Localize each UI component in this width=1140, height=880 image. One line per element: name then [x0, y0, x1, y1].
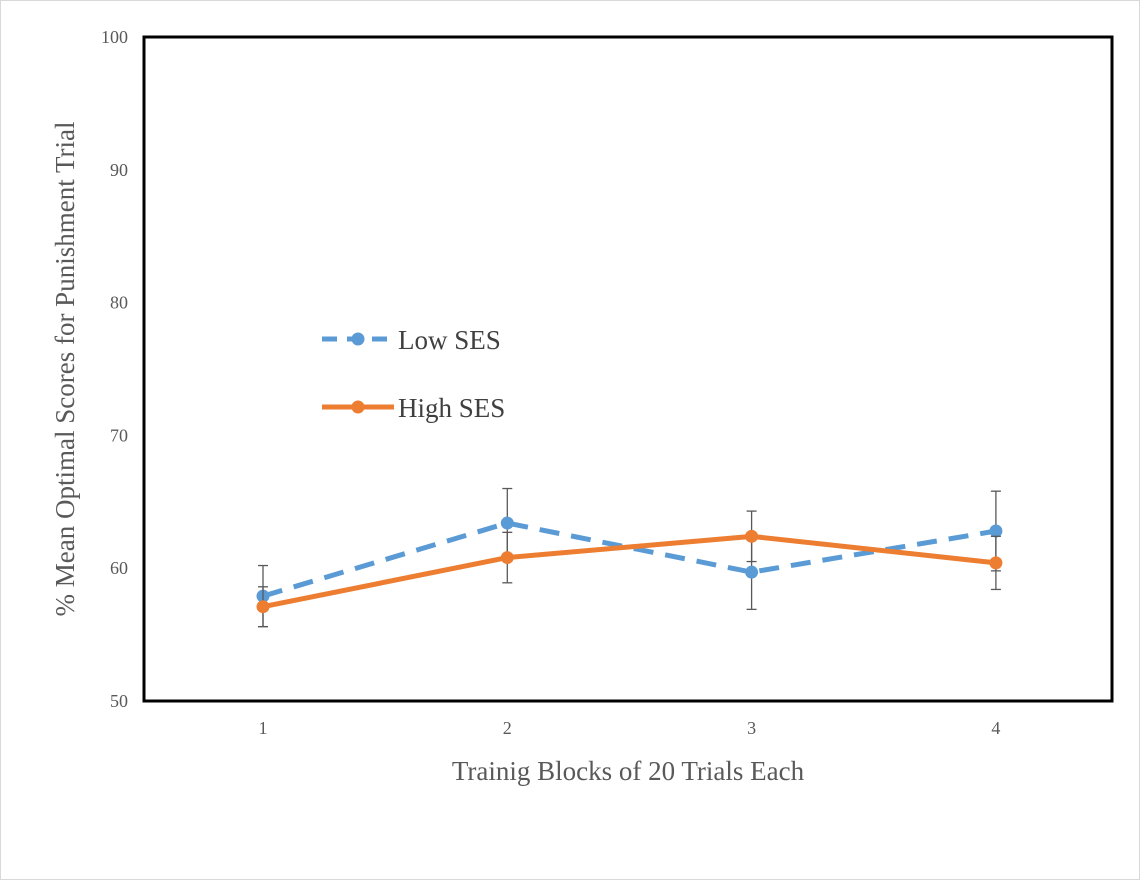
legend-marker-low-ses — [351, 332, 365, 346]
y-tick-label-80: 80 — [110, 293, 128, 313]
plot-area — [142, 35, 1114, 703]
data-point-high-ses-2 — [500, 551, 514, 565]
legend-label-high-ses: High SES — [398, 393, 505, 423]
data-point-low-ses-3 — [745, 565, 759, 579]
data-point-low-ses-2 — [500, 516, 514, 530]
series-line-high-ses — [262, 533, 997, 610]
y-tick-label-50: 50 — [110, 691, 128, 711]
data-point-high-ses-1 — [256, 600, 270, 614]
y-tick-label-60: 60 — [110, 558, 128, 578]
legend: Low SES High SES — [322, 325, 505, 423]
legend-marker-high-ses — [351, 400, 365, 414]
series-high-ses — [256, 510, 1003, 628]
series-layer — [256, 487, 1003, 628]
y-tick-label-100: 100 — [101, 27, 128, 47]
x-axis-ticks: 1 2 3 4 — [259, 718, 1001, 738]
y-axis-title: % Mean Optimal Scores for Punishment Tri… — [50, 122, 80, 617]
y-tick-label-90: 90 — [110, 160, 128, 180]
x-tick-label-3: 3 — [747, 718, 756, 738]
x-tick-label-4: 4 — [991, 718, 1000, 738]
x-tick-label-2: 2 — [503, 718, 512, 738]
x-axis-title: Trainig Blocks of 20 Trials Each — [452, 756, 805, 786]
x-tick-label-1: 1 — [259, 718, 268, 738]
y-tick-label-70: 70 — [110, 425, 128, 445]
data-point-low-ses-4 — [989, 524, 1003, 538]
data-point-high-ses-3 — [745, 529, 759, 543]
y-axis-ticks: 50 60 70 80 90 100 — [101, 27, 128, 711]
data-point-high-ses-4 — [989, 556, 1003, 570]
legend-label-low-ses: Low SES — [398, 325, 501, 355]
